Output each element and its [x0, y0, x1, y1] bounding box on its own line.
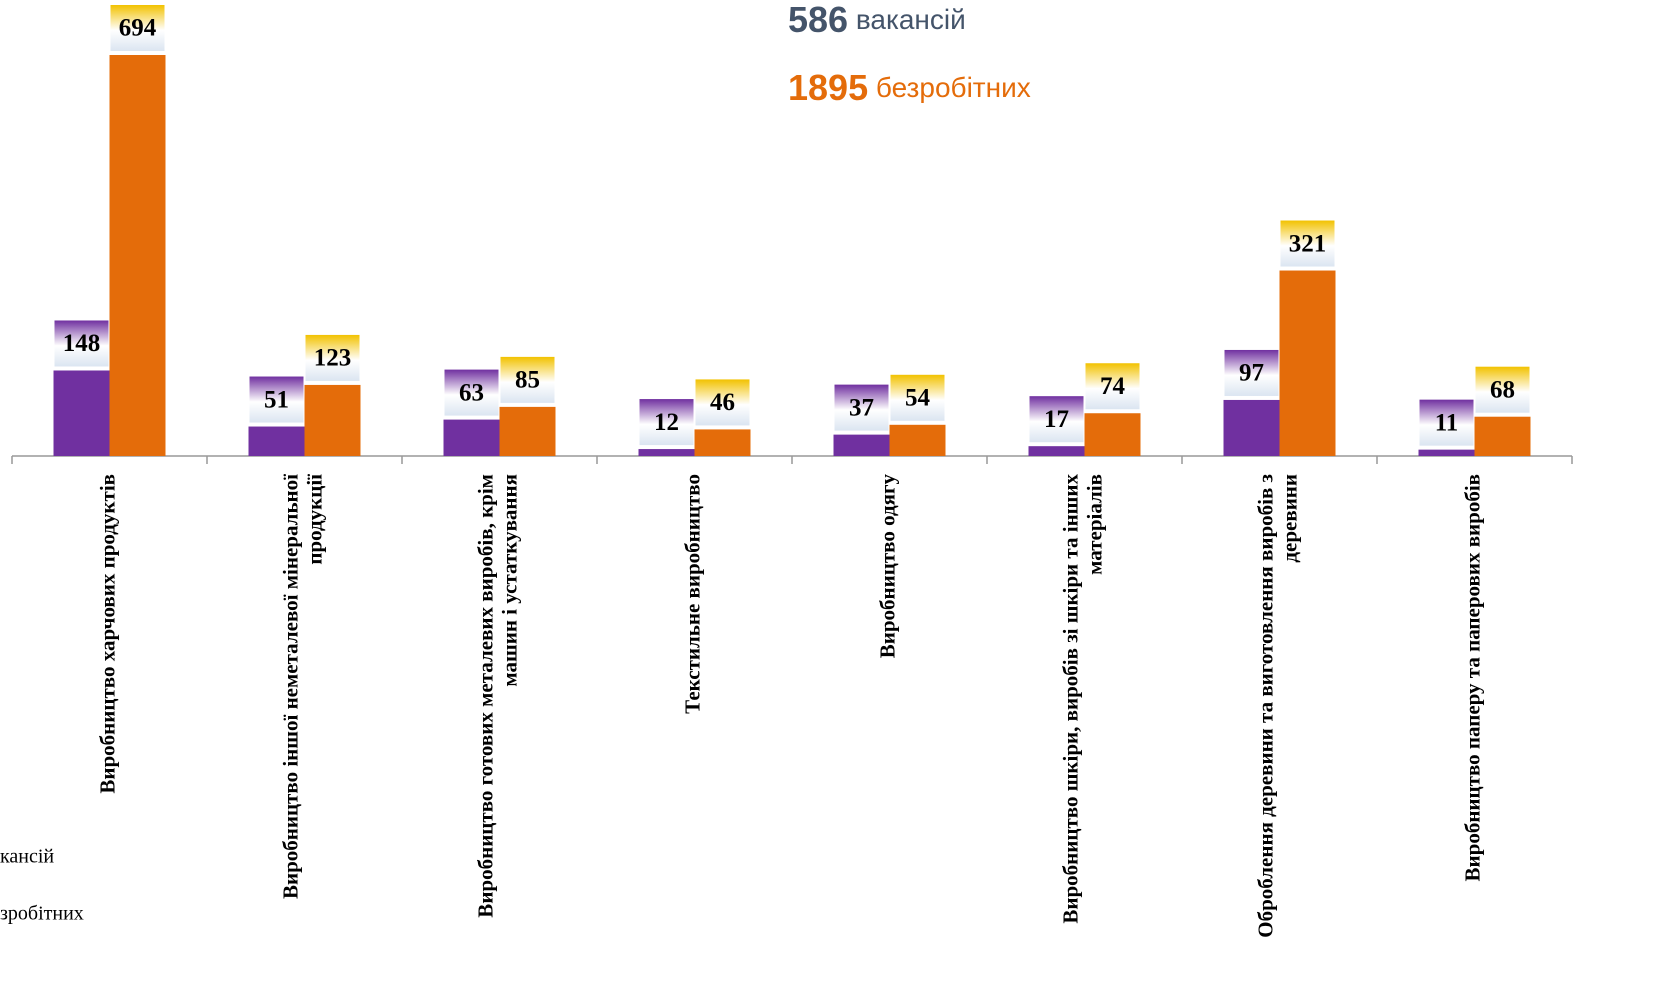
value-label-box: [305, 334, 360, 381]
x-tick-label: Виробництво готових металевих виробів, к…: [473, 474, 521, 918]
value-label-box: [1475, 366, 1530, 413]
value-label: 37: [849, 394, 874, 421]
value-label: 148: [63, 330, 101, 357]
bar: [248, 426, 305, 456]
total-number: 1895: [788, 67, 868, 108]
bar: [109, 55, 166, 456]
value-label: 97: [1239, 360, 1264, 387]
value-label-box: [890, 374, 945, 421]
value-label-box: [1085, 363, 1140, 410]
value-label: 85: [515, 367, 540, 394]
x-tick-label-line: Виробництво готових металевих виробів, к…: [473, 474, 497, 918]
bar: [304, 384, 361, 456]
bar: [1028, 446, 1085, 456]
value-label-box: [639, 399, 694, 446]
x-tick-label-line: деревини: [1277, 474, 1301, 563]
total-text: безробітних: [876, 72, 1031, 103]
bar: [53, 370, 110, 456]
x-tick-label: Виробництво одягу: [875, 474, 899, 659]
legend-label: кансій: [0, 846, 54, 868]
bar: [1084, 413, 1141, 456]
x-tick-label: Текстильне виробництво: [680, 474, 704, 714]
x-tick-label-line: продукції: [302, 474, 326, 565]
x-tick-label: Виробництво іншої неметалевої мінерально…: [278, 474, 326, 899]
value-label: 51: [264, 386, 289, 413]
bar: [694, 429, 751, 456]
total-number: 586: [788, 0, 848, 40]
value-label: 46: [710, 389, 735, 416]
legend-label: зробітних: [0, 903, 84, 925]
x-tick-label-line: Оброблення деревини та виготовлення виро…: [1253, 474, 1277, 938]
value-label: 63: [459, 379, 484, 406]
value-label-box: [1029, 396, 1084, 443]
value-label: 68: [1490, 376, 1515, 403]
value-label-box: [834, 384, 889, 431]
value-label-box: [1224, 349, 1279, 396]
value-label: 321: [1289, 230, 1327, 257]
x-tick-label-line: машин і устаткування: [497, 474, 521, 687]
x-tick-label-line: Виробництво паперу та паперових виробів: [1460, 474, 1484, 881]
x-tick-label-line: Виробництво шкіри, виробів зі шкіри та і…: [1058, 474, 1082, 924]
x-tick-label: Виробництво харчових продуктів: [95, 474, 119, 794]
value-label-box: [1419, 399, 1474, 446]
bar: [499, 406, 556, 456]
x-tick-label-line: Виробництво харчових продуктів: [95, 474, 119, 794]
x-tick-label-line: Виробництво одягу: [875, 474, 899, 659]
bar: [1223, 399, 1280, 456]
x-tick-label-line: Виробництво іншої неметалевої мінерально…: [278, 474, 302, 899]
total-space: [868, 72, 876, 103]
x-tick-label-line: матеріалів: [1082, 474, 1106, 575]
x-tick-label: Виробництво шкіри, виробів зі шкіри та і…: [1058, 474, 1106, 924]
bar: [833, 434, 890, 456]
value-label-box: [695, 379, 750, 426]
x-tick-label: Виробництво паперу та паперових виробів: [1460, 474, 1484, 881]
value-label: 11: [1435, 409, 1459, 436]
bar: [1474, 416, 1531, 456]
value-label: 74: [1100, 373, 1126, 400]
value-label: 694: [119, 15, 157, 42]
x-tick-label-line: Текстильне виробництво: [680, 474, 704, 714]
value-label-box: [249, 376, 304, 423]
value-label-box: [1280, 220, 1335, 267]
total: 1895 безробітних: [788, 67, 1031, 108]
total: 586 вакансій: [788, 0, 966, 40]
value-label: 12: [654, 409, 679, 436]
value-label: 54: [905, 385, 931, 412]
bar: [1279, 270, 1336, 456]
value-label-box: [500, 356, 555, 403]
value-label: 17: [1044, 406, 1069, 433]
bar: [638, 449, 695, 456]
x-tick-label: Оброблення деревини та виготовлення виро…: [1253, 474, 1301, 938]
bar: [889, 424, 946, 456]
bar: [1418, 449, 1475, 456]
value-label: 123: [314, 345, 352, 372]
value-label-box: [110, 5, 165, 51]
total-text: вакансій: [856, 4, 966, 35]
value-label-box: [54, 320, 109, 367]
value-label-box: [444, 369, 499, 416]
total-space: [848, 4, 856, 35]
bar: [443, 419, 500, 456]
